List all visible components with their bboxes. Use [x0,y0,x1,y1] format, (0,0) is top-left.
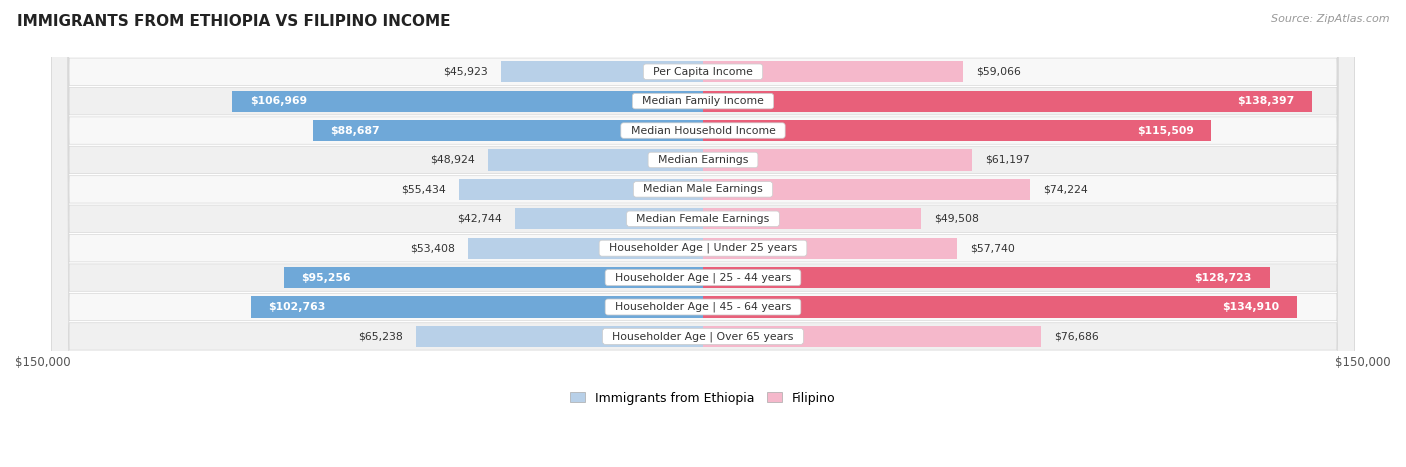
Legend: Immigrants from Ethiopia, Filipino: Immigrants from Ethiopia, Filipino [565,387,841,410]
Bar [250,297,703,318]
FancyBboxPatch shape [52,0,1354,467]
Text: $134,910: $134,910 [1222,302,1279,312]
Text: Householder Age | 45 - 64 years: Householder Age | 45 - 64 years [607,302,799,312]
Text: Per Capita Income: Per Capita Income [647,67,759,77]
Text: $65,238: $65,238 [359,332,402,341]
Bar [232,91,703,112]
Text: Median Male Earnings: Median Male Earnings [636,184,770,194]
Bar [703,326,1040,347]
Text: Householder Age | 25 - 44 years: Householder Age | 25 - 44 years [607,272,799,283]
FancyBboxPatch shape [52,0,1354,467]
Text: $53,408: $53,408 [411,243,454,253]
Bar [703,297,1296,318]
Text: $49,508: $49,508 [934,214,979,224]
Text: IMMIGRANTS FROM ETHIOPIA VS FILIPINO INCOME: IMMIGRANTS FROM ETHIOPIA VS FILIPINO INC… [17,14,450,29]
Bar [284,267,703,288]
FancyBboxPatch shape [52,0,1354,467]
FancyBboxPatch shape [52,0,1354,467]
Bar [703,61,963,82]
Text: $59,066: $59,066 [976,67,1021,77]
Text: Median Female Earnings: Median Female Earnings [630,214,776,224]
Bar [416,326,703,347]
FancyBboxPatch shape [52,0,1354,467]
Bar [703,267,1270,288]
FancyBboxPatch shape [52,0,1354,467]
Bar [703,91,1312,112]
Bar [458,179,703,200]
Bar [468,238,703,259]
Text: Householder Age | Under 25 years: Householder Age | Under 25 years [602,243,804,254]
Bar [515,208,703,229]
Bar [703,208,921,229]
Text: $95,256: $95,256 [301,273,352,283]
FancyBboxPatch shape [52,0,1354,467]
FancyBboxPatch shape [52,0,1354,467]
Text: $42,744: $42,744 [457,214,502,224]
Text: $88,687: $88,687 [330,126,380,135]
Text: $106,969: $106,969 [250,96,307,106]
Text: $57,740: $57,740 [970,243,1015,253]
Bar [312,120,703,141]
Bar [488,149,703,170]
Text: Householder Age | Over 65 years: Householder Age | Over 65 years [606,331,800,342]
Bar [703,120,1212,141]
FancyBboxPatch shape [52,0,1354,467]
Bar [703,238,957,259]
Text: Median Household Income: Median Household Income [624,126,782,135]
Text: $115,509: $115,509 [1137,126,1194,135]
FancyBboxPatch shape [52,0,1354,467]
Text: $128,723: $128,723 [1195,273,1251,283]
Text: $61,197: $61,197 [986,155,1031,165]
Text: $102,763: $102,763 [269,302,326,312]
Bar [703,179,1029,200]
Text: $55,434: $55,434 [401,184,446,194]
Text: Median Earnings: Median Earnings [651,155,755,165]
Text: Median Family Income: Median Family Income [636,96,770,106]
Text: $45,923: $45,923 [443,67,488,77]
Bar [501,61,703,82]
Text: Source: ZipAtlas.com: Source: ZipAtlas.com [1271,14,1389,24]
Text: $48,924: $48,924 [430,155,474,165]
Bar [703,149,973,170]
Text: $74,224: $74,224 [1043,184,1088,194]
Text: $138,397: $138,397 [1237,96,1295,106]
Text: $76,686: $76,686 [1053,332,1098,341]
